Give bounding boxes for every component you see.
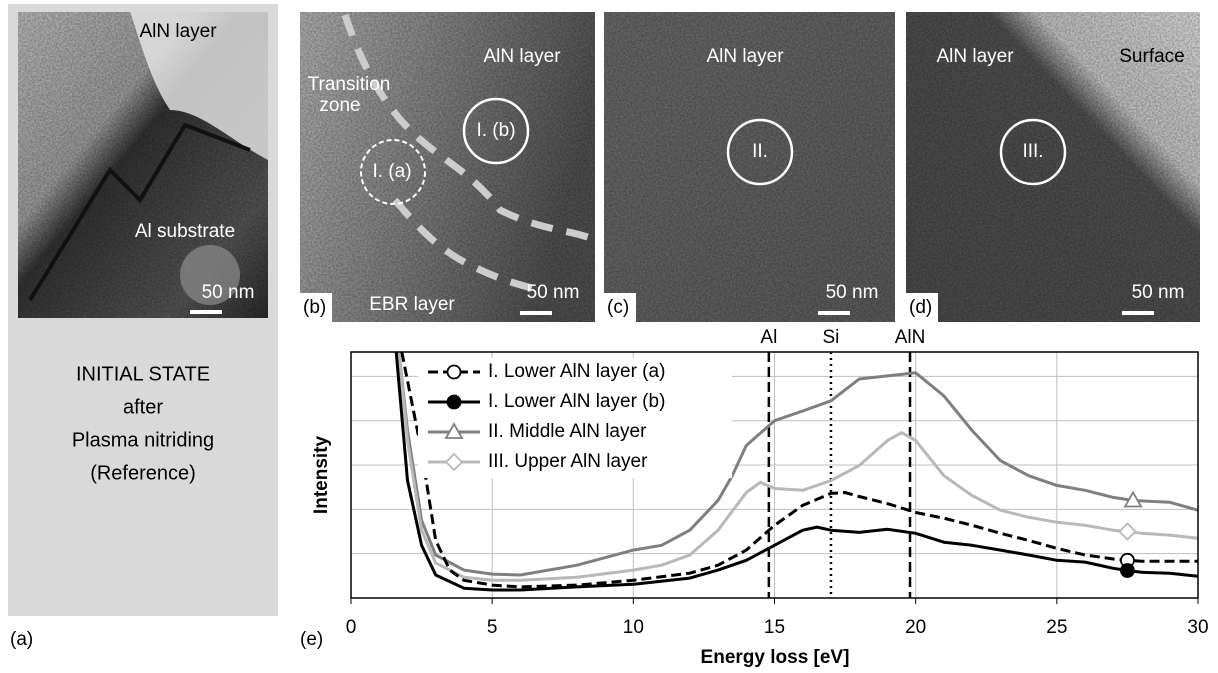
marker: [1121, 564, 1134, 577]
reference-label: Al: [760, 327, 777, 348]
reference-label: AlN: [895, 327, 926, 348]
panel-label: (a): [10, 629, 33, 650]
x-tick-label: 30: [1187, 617, 1208, 638]
caption-line: Plasma nitriding: [72, 429, 214, 451]
panel-text: AlN layer: [139, 21, 217, 42]
panel-text: AlN layer: [936, 46, 1014, 67]
panel-text: Al substrate: [135, 221, 235, 242]
panel-label: (b): [303, 297, 326, 318]
caption-line: after: [123, 396, 163, 418]
y-axis-label: Intensity: [311, 436, 332, 515]
panel-label: (d): [909, 297, 932, 318]
legend-label: II. Middle AlN layer: [488, 421, 647, 442]
legend-label: III. Upper AlN layer: [488, 451, 648, 472]
legend-marker: [448, 366, 461, 379]
panel-label: (e): [300, 629, 323, 650]
page: AlN layer Al substrate 50 nm INITIAL STA…: [0, 0, 1218, 673]
panel-text: II.: [752, 141, 768, 162]
panel-text: zone: [319, 95, 360, 116]
panel-text: AlN layer: [706, 46, 784, 67]
x-tick-label: 10: [623, 617, 644, 638]
panel-text: EBR layer: [369, 294, 455, 315]
panel-text: Surface: [1119, 46, 1184, 67]
scale-bar-label: 50 nm: [202, 282, 255, 303]
caption-line: INITIAL STATE: [76, 363, 210, 385]
micrograph-a: [18, 12, 268, 318]
panel-text: AlN layer: [483, 46, 561, 67]
panel-label: (c): [607, 297, 629, 318]
scale-bar-label: 50 nm: [1132, 282, 1185, 303]
legend-marker: [448, 396, 461, 409]
scale-bar-label: 50 nm: [527, 282, 580, 303]
legend-label: I. Lower AlN layer (b): [488, 391, 665, 412]
panel-text: III.: [1022, 141, 1043, 162]
x-tick-label: 15: [764, 617, 785, 638]
panel-text: I. (b): [476, 120, 515, 141]
x-axis-label: Energy loss [eV]: [701, 647, 850, 668]
reference-label: Si: [823, 327, 840, 348]
panel-text: I. (a): [372, 161, 411, 182]
x-tick-label: 0: [346, 617, 357, 638]
scale-bar-label: 50 nm: [826, 282, 879, 303]
x-tick-label: 5: [487, 617, 498, 638]
caption-line: (Reference): [90, 462, 196, 484]
legend-label: I. Lower AlN layer (a): [488, 361, 665, 382]
x-tick-label: 20: [905, 617, 926, 638]
figure: AlN layer Al substrate 50 nm INITIAL STA…: [0, 0, 1218, 673]
panel-text: Transition: [308, 74, 391, 95]
x-tick-label: 25: [1046, 617, 1067, 638]
